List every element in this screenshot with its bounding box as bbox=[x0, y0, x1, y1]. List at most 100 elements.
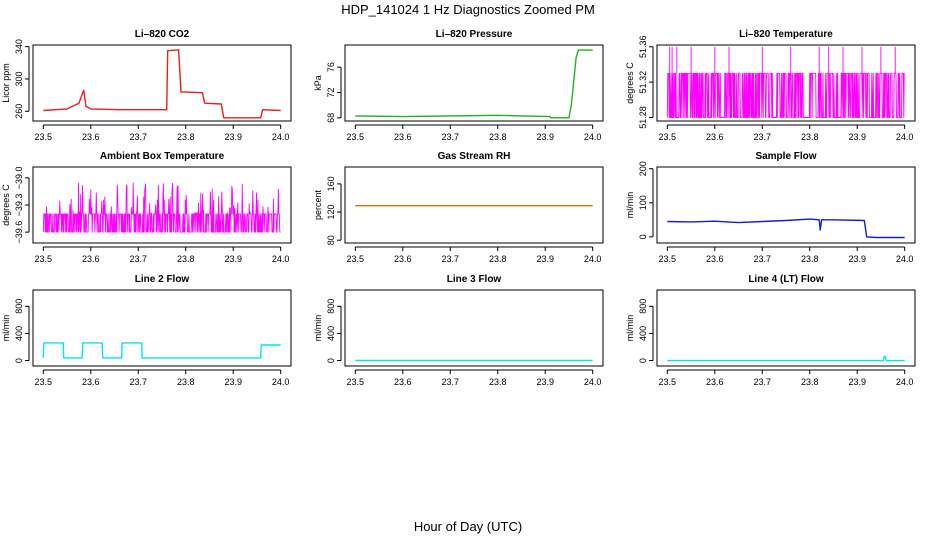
y-tick-label: 260 bbox=[14, 104, 24, 119]
panel-title: Sample Flow bbox=[755, 151, 816, 162]
y-tick-label: 800 bbox=[326, 299, 336, 314]
panel-7: Line 2 Flow 23.5 23.6 23.7 23.8 23.9 24.0 0 400 8… bbox=[1, 274, 292, 387]
panel-4: Ambient Box Temperature 23.5 23.6 23.7 23.8 2… bbox=[1, 151, 292, 264]
y-tick-label: 160 bbox=[326, 176, 336, 191]
x-tick-label: 23.5 bbox=[35, 377, 53, 387]
x-tick-label: 23.5 bbox=[35, 132, 53, 142]
x-tick-label: 23.7 bbox=[129, 132, 147, 142]
y-tick-label: 800 bbox=[14, 299, 24, 314]
x-tick-label: 23.5 bbox=[659, 132, 677, 142]
panel-8: Line 3 Flow 23.5 23.6 23.7 23.8 23.9 24.0 0 400 8… bbox=[313, 274, 604, 387]
panel-1: Li–820 CO2 23.5 23.6 23.7 23.8 23.9 24.0 260 300… bbox=[1, 29, 292, 142]
y-tick-label: 68 bbox=[326, 113, 336, 123]
y-axis-label: ml/min bbox=[625, 192, 635, 219]
panel-9: Line 4 (LT) Flow 23.5 23.6 23.7 23.8 23.9 24.0… bbox=[625, 274, 916, 387]
x-tick-label: 24.0 bbox=[896, 132, 914, 142]
x-tick-label: 23.8 bbox=[801, 254, 819, 264]
panel-title: Li–820 Pressure bbox=[436, 29, 513, 40]
x-tick-label: 23.5 bbox=[347, 132, 365, 142]
x-tick-label: 23.6 bbox=[706, 377, 724, 387]
y-tick-label: −39.6 bbox=[14, 221, 24, 244]
y-tick-label: 80 bbox=[326, 235, 336, 245]
x-tick-label: 23.7 bbox=[129, 254, 147, 264]
y-tick-label: 340 bbox=[14, 39, 24, 54]
x-tick-label: 23.6 bbox=[706, 254, 724, 264]
y-axis-label: ml/min bbox=[313, 315, 323, 342]
y-tick-label: 0 bbox=[326, 358, 336, 363]
panel-3: Li–820 Temperature 23.5 23.6 23.7 23.8 23.9 24… bbox=[625, 29, 916, 142]
x-tick-label: 23.5 bbox=[659, 254, 677, 264]
x-tick-label: 23.6 bbox=[394, 254, 412, 264]
x-tick-label: 24.0 bbox=[272, 254, 290, 264]
y-tick-label: 76 bbox=[326, 62, 336, 72]
y-axis-label: ml/min bbox=[1, 315, 11, 342]
y-tick-label: 800 bbox=[638, 299, 648, 314]
x-tick-label: 24.0 bbox=[584, 254, 602, 264]
y-tick-label: 51.28 bbox=[638, 106, 648, 129]
x-tick-label: 23.9 bbox=[848, 132, 866, 142]
x-tick-label: 23.5 bbox=[347, 377, 365, 387]
x-tick-label: 23.8 bbox=[801, 377, 819, 387]
plot-frame bbox=[344, 44, 604, 122]
plot-frame bbox=[32, 289, 292, 367]
x-tick-label: 23.9 bbox=[536, 377, 554, 387]
y-axis-label: percent bbox=[313, 189, 323, 220]
x-tick-label: 23.6 bbox=[706, 132, 724, 142]
plot-frame bbox=[656, 289, 916, 367]
panel-title: Line 2 Flow bbox=[135, 274, 190, 285]
plot-frame bbox=[32, 166, 292, 244]
panel-title: Line 3 Flow bbox=[447, 274, 502, 285]
y-tick-label: 120 bbox=[326, 205, 336, 220]
x-tick-label: 23.7 bbox=[441, 132, 459, 142]
x-tick-label: 23.5 bbox=[35, 254, 53, 264]
y-tick-label: 400 bbox=[326, 326, 336, 341]
y-tick-label: 400 bbox=[14, 326, 24, 341]
x-tick-label: 23.7 bbox=[753, 132, 771, 142]
x-tick-label: 23.8 bbox=[177, 254, 195, 264]
y-tick-label: 100 bbox=[638, 195, 648, 210]
y-tick-label: 0 bbox=[638, 234, 648, 239]
x-tick-label: 24.0 bbox=[272, 132, 290, 142]
x-tick-label: 23.9 bbox=[224, 377, 242, 387]
plot-frame bbox=[32, 44, 292, 122]
panel-title: Line 4 (LT) Flow bbox=[748, 274, 824, 285]
data-series-line bbox=[667, 218, 905, 239]
x-tick-label: 23.9 bbox=[848, 254, 866, 264]
data-series-line bbox=[42, 342, 281, 359]
x-tick-label: 23.8 bbox=[489, 132, 507, 142]
x-tick-label: 24.0 bbox=[896, 254, 914, 264]
x-tick-label: 23.6 bbox=[394, 377, 412, 387]
plot-frame bbox=[344, 166, 604, 244]
x-tick-label: 23.8 bbox=[177, 132, 195, 142]
data-series-line bbox=[355, 49, 593, 119]
x-tick-label: 24.0 bbox=[272, 377, 290, 387]
x-tick-label: 23.6 bbox=[82, 132, 100, 142]
plot-frame bbox=[656, 44, 916, 122]
y-tick-label: 51.32 bbox=[638, 71, 648, 94]
x-tick-label: 24.0 bbox=[584, 377, 602, 387]
plot-frame bbox=[344, 289, 604, 367]
x-tick-label: 23.8 bbox=[489, 377, 507, 387]
y-tick-label: 0 bbox=[14, 358, 24, 363]
panel-title: Li–820 Temperature bbox=[739, 29, 833, 40]
x-tick-label: 23.9 bbox=[536, 132, 554, 142]
panel-2: Li–820 Pressure 23.5 23.6 23.7 23.8 23.9 24.0 6… bbox=[313, 29, 604, 142]
x-tick-label: 23.8 bbox=[801, 132, 819, 142]
data-series-line bbox=[43, 49, 281, 119]
x-tick-label: 23.7 bbox=[129, 377, 147, 387]
y-tick-label: 0 bbox=[638, 358, 648, 363]
y-tick-label: 72 bbox=[326, 87, 336, 97]
x-tick-label: 23.7 bbox=[441, 377, 459, 387]
panel-title: Ambient Box Temperature bbox=[100, 151, 225, 162]
x-tick-label: 23.7 bbox=[753, 254, 771, 264]
data-series-line bbox=[667, 355, 905, 362]
panel-6: Sample Flow 23.5 23.6 23.7 23.8 23.9 24.0 0 100 2… bbox=[625, 151, 916, 264]
y-axis-label: kPa bbox=[313, 75, 323, 91]
figure-title: HDP_141024 1 Hz Diagnostics Zoomed PM bbox=[341, 2, 595, 17]
y-axis-label: degrees C bbox=[625, 62, 635, 104]
x-tick-label: 23.7 bbox=[441, 254, 459, 264]
x-tick-label: 23.5 bbox=[347, 254, 365, 264]
y-tick-label: 200 bbox=[638, 161, 648, 176]
x-tick-label: 23.6 bbox=[394, 132, 412, 142]
